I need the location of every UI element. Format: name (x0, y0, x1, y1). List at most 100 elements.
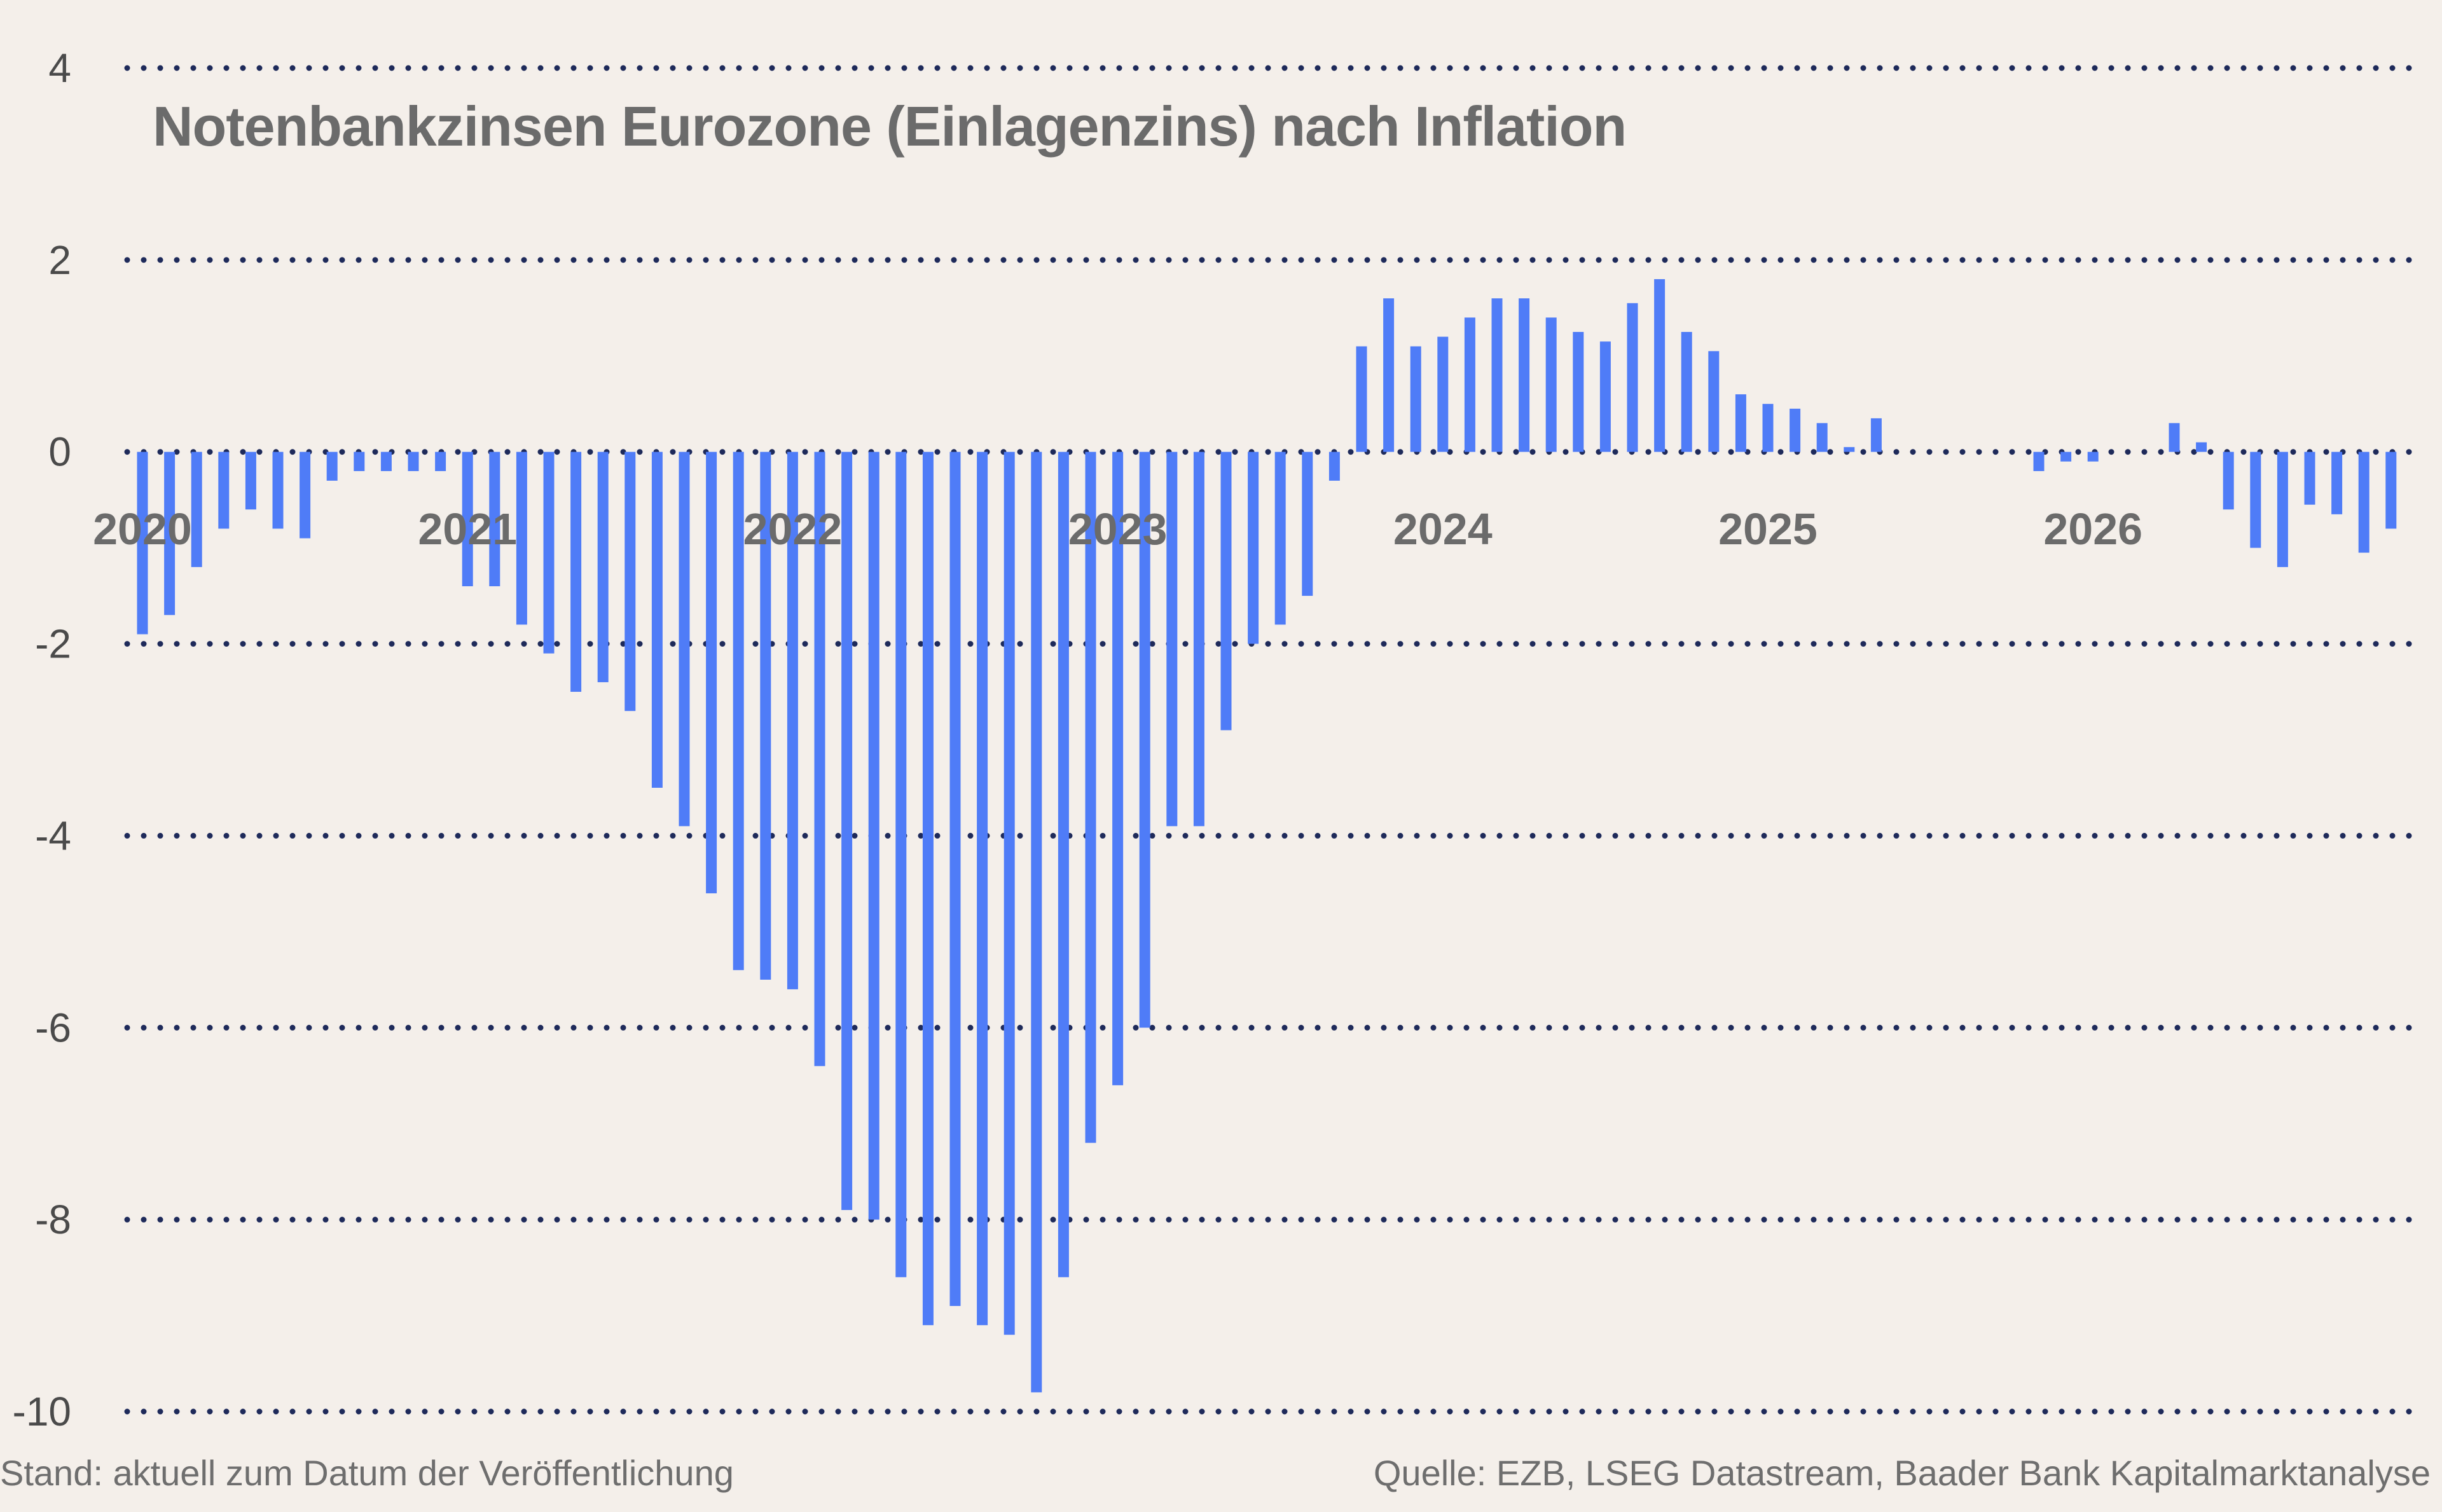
bar (1058, 451, 1069, 1277)
bar (1220, 451, 1232, 731)
bar (1681, 332, 1692, 452)
bar (2087, 451, 2099, 462)
bar (1193, 451, 1204, 827)
bar (354, 451, 365, 471)
chart-title: Notenbankzinsen Eurozone (Einlagenzins) … (153, 95, 1627, 158)
bar (868, 451, 880, 1220)
y-tick-label: 4 (48, 45, 71, 91)
bar (2196, 442, 2207, 452)
bar (733, 451, 744, 970)
bar (570, 451, 582, 692)
bar (760, 451, 771, 980)
x-tick-label: 2020 (93, 504, 192, 554)
bar (1356, 346, 1367, 452)
bar (679, 451, 690, 827)
bar (1437, 336, 1449, 452)
bar (895, 451, 907, 1277)
y-tick-label: -2 (35, 621, 71, 667)
footer-source: Quelle: EZB, LSEG Datastream, Baader Ban… (1373, 1453, 2431, 1493)
bar (2223, 451, 2234, 510)
bar (516, 451, 527, 625)
bar (1816, 423, 1828, 452)
bar (1302, 451, 1313, 596)
bar (2385, 451, 2397, 529)
y-tick-label: -4 (35, 813, 71, 858)
bar (2304, 451, 2315, 505)
bar (1573, 332, 1584, 452)
bar (1708, 351, 1720, 452)
bar (272, 451, 284, 529)
bar (1383, 298, 1395, 452)
bar (245, 451, 256, 510)
bar (1166, 451, 1178, 827)
bar (326, 451, 338, 481)
bars (137, 279, 2397, 1392)
bar (1464, 317, 1475, 452)
bar (380, 451, 392, 471)
bar (1248, 451, 1259, 644)
bar (1112, 451, 1124, 1085)
bar (2358, 451, 2370, 553)
bar (1762, 404, 1774, 452)
x-tick-label: 2025 (1718, 504, 1818, 554)
bar (2033, 451, 2045, 471)
bar (2331, 451, 2343, 514)
bar (1139, 451, 1150, 1028)
y-tick-label: -8 (35, 1197, 71, 1242)
bar (922, 451, 934, 1326)
gridlines (124, 65, 2413, 1415)
x-tick-label: 2026 (2043, 504, 2142, 554)
x-axis-ticks: 2020 2021 2022 2023 2024 2025 2026 (93, 504, 2142, 554)
bar (787, 451, 798, 989)
bar (1491, 298, 1503, 452)
bar (1031, 451, 1042, 1392)
bar (1735, 394, 1746, 452)
x-tick-label: 2021 (418, 504, 517, 554)
bar (1627, 303, 1638, 452)
y-axis-ticks: 4 2 0 -2 -4 -6 -8 -10 (13, 45, 72, 1434)
bar (462, 451, 473, 587)
bar (1274, 451, 1286, 625)
bar (1328, 451, 1340, 481)
x-tick-label: 2024 (1393, 504, 1493, 554)
bar (841, 451, 853, 1211)
bar (1545, 317, 1557, 452)
bar (543, 451, 555, 654)
bar (1519, 298, 1530, 452)
x-tick-label: 2023 (1068, 504, 1168, 554)
bar (2169, 423, 2180, 452)
bar (300, 451, 311, 539)
bar (218, 451, 230, 529)
bar (164, 451, 176, 615)
bar (1870, 418, 1882, 452)
y-tick-label: -6 (35, 1005, 71, 1050)
bar (191, 451, 202, 567)
footer-date-note: Stand: aktuell zum Datum der Veröffentli… (0, 1453, 734, 1493)
bar (814, 451, 825, 1066)
bar (1085, 451, 1096, 1143)
bar (1004, 451, 1015, 1335)
bar (2250, 451, 2261, 548)
bar (2277, 451, 2288, 567)
bar (435, 451, 446, 471)
bar (1599, 341, 1611, 452)
x-tick-label: 2022 (743, 504, 843, 554)
y-tick-label: 0 (48, 429, 71, 475)
bar (1844, 447, 1855, 452)
y-tick-label: -10 (13, 1389, 72, 1434)
bar (2060, 451, 2072, 462)
bar (977, 451, 988, 1326)
bar (624, 451, 636, 711)
bar (489, 451, 500, 587)
bar (706, 451, 717, 893)
bar (651, 451, 663, 788)
bar (1790, 408, 1801, 452)
bar (408, 451, 419, 471)
bar (1410, 346, 1421, 452)
bar (597, 451, 609, 682)
y-tick-label: 2 (48, 237, 71, 283)
bar (137, 451, 148, 635)
bar (949, 451, 961, 1306)
bar (1654, 279, 1666, 452)
